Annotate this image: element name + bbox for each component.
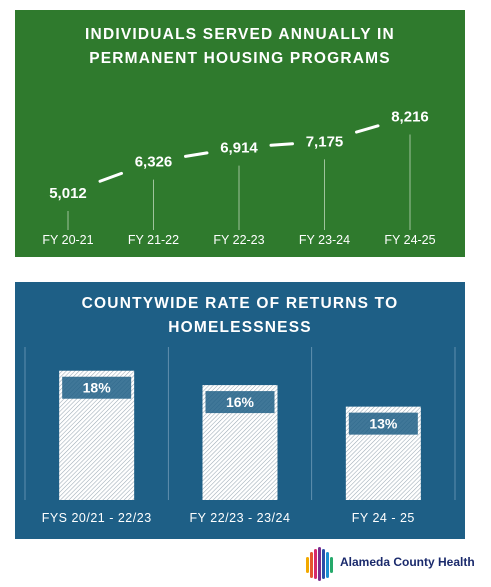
chart-title-line-1: COUNTYWIDE RATE OF RETURNS TO — [81, 295, 399, 312]
alameda-county-health-logo: Alameda County Health — [305, 547, 490, 581]
x-tick-label: FY 24-25 — [384, 233, 435, 247]
data-label: 8,216 — [391, 109, 429, 126]
x-tick-label: FYS 20/21 - 22/23 — [42, 511, 152, 525]
data-label: 7,175 — [306, 133, 344, 150]
chart-title-line-2: PERMANENT HOUSING PROGRAMS — [89, 50, 391, 67]
bar-chart: 18% FYS 20/21 - 22/23 16% FY 22/23 - 23/24 1… — [24, 347, 456, 525]
chart-title: INDIVIDUALS SERVED ANNUALLY IN PERMANENT… — [15, 23, 465, 71]
x-tick-label: FY 22-23 — [213, 233, 264, 247]
series-line-segment — [355, 124, 380, 134]
chart-title: COUNTYWIDE RATE OF RETURNS TO HOMELESSNE… — [15, 292, 465, 340]
series-line-segment — [98, 171, 123, 183]
x-tick-label: FY 23-24 — [299, 233, 350, 247]
data-label-box — [348, 412, 418, 435]
data-label: 6,326 — [135, 154, 173, 171]
x-tick-label: FY 20-21 — [42, 233, 93, 247]
series-line-segment — [269, 142, 294, 147]
chart-title-line-2: HOMELESSNESS — [168, 319, 312, 336]
line-chart: 5,012 6,326 6,914 7,175 8,216 FY 20-21 FY 21-2… — [42, 109, 435, 247]
data-label: 16% — [226, 394, 255, 410]
chart-panel-returns-to-homelessness: COUNTYWIDE RATE OF RETURNS TO HOMELESSNE… — [15, 282, 465, 539]
data-label: 5,012 — [49, 185, 87, 202]
data-label-box — [205, 391, 275, 414]
data-label-box — [62, 376, 132, 399]
logo-text: Alameda County Health — [340, 555, 475, 569]
logo-mark-icon — [306, 547, 333, 581]
data-label: 13% — [369, 416, 398, 432]
x-tick-label: FY 21-22 — [128, 233, 179, 247]
data-label: 6,914 — [220, 140, 258, 157]
x-tick-label: FY 24 - 25 — [352, 511, 415, 525]
x-tick-label: FY 22/23 - 23/24 — [190, 511, 291, 525]
chart-panel-individuals-served: INDIVIDUALS SERVED ANNUALLY IN PERMANENT… — [15, 10, 465, 257]
data-label: 18% — [83, 380, 112, 396]
chart-title-line-1: INDIVIDUALS SERVED ANNUALLY IN — [85, 26, 395, 43]
series-line-segment — [184, 151, 209, 158]
